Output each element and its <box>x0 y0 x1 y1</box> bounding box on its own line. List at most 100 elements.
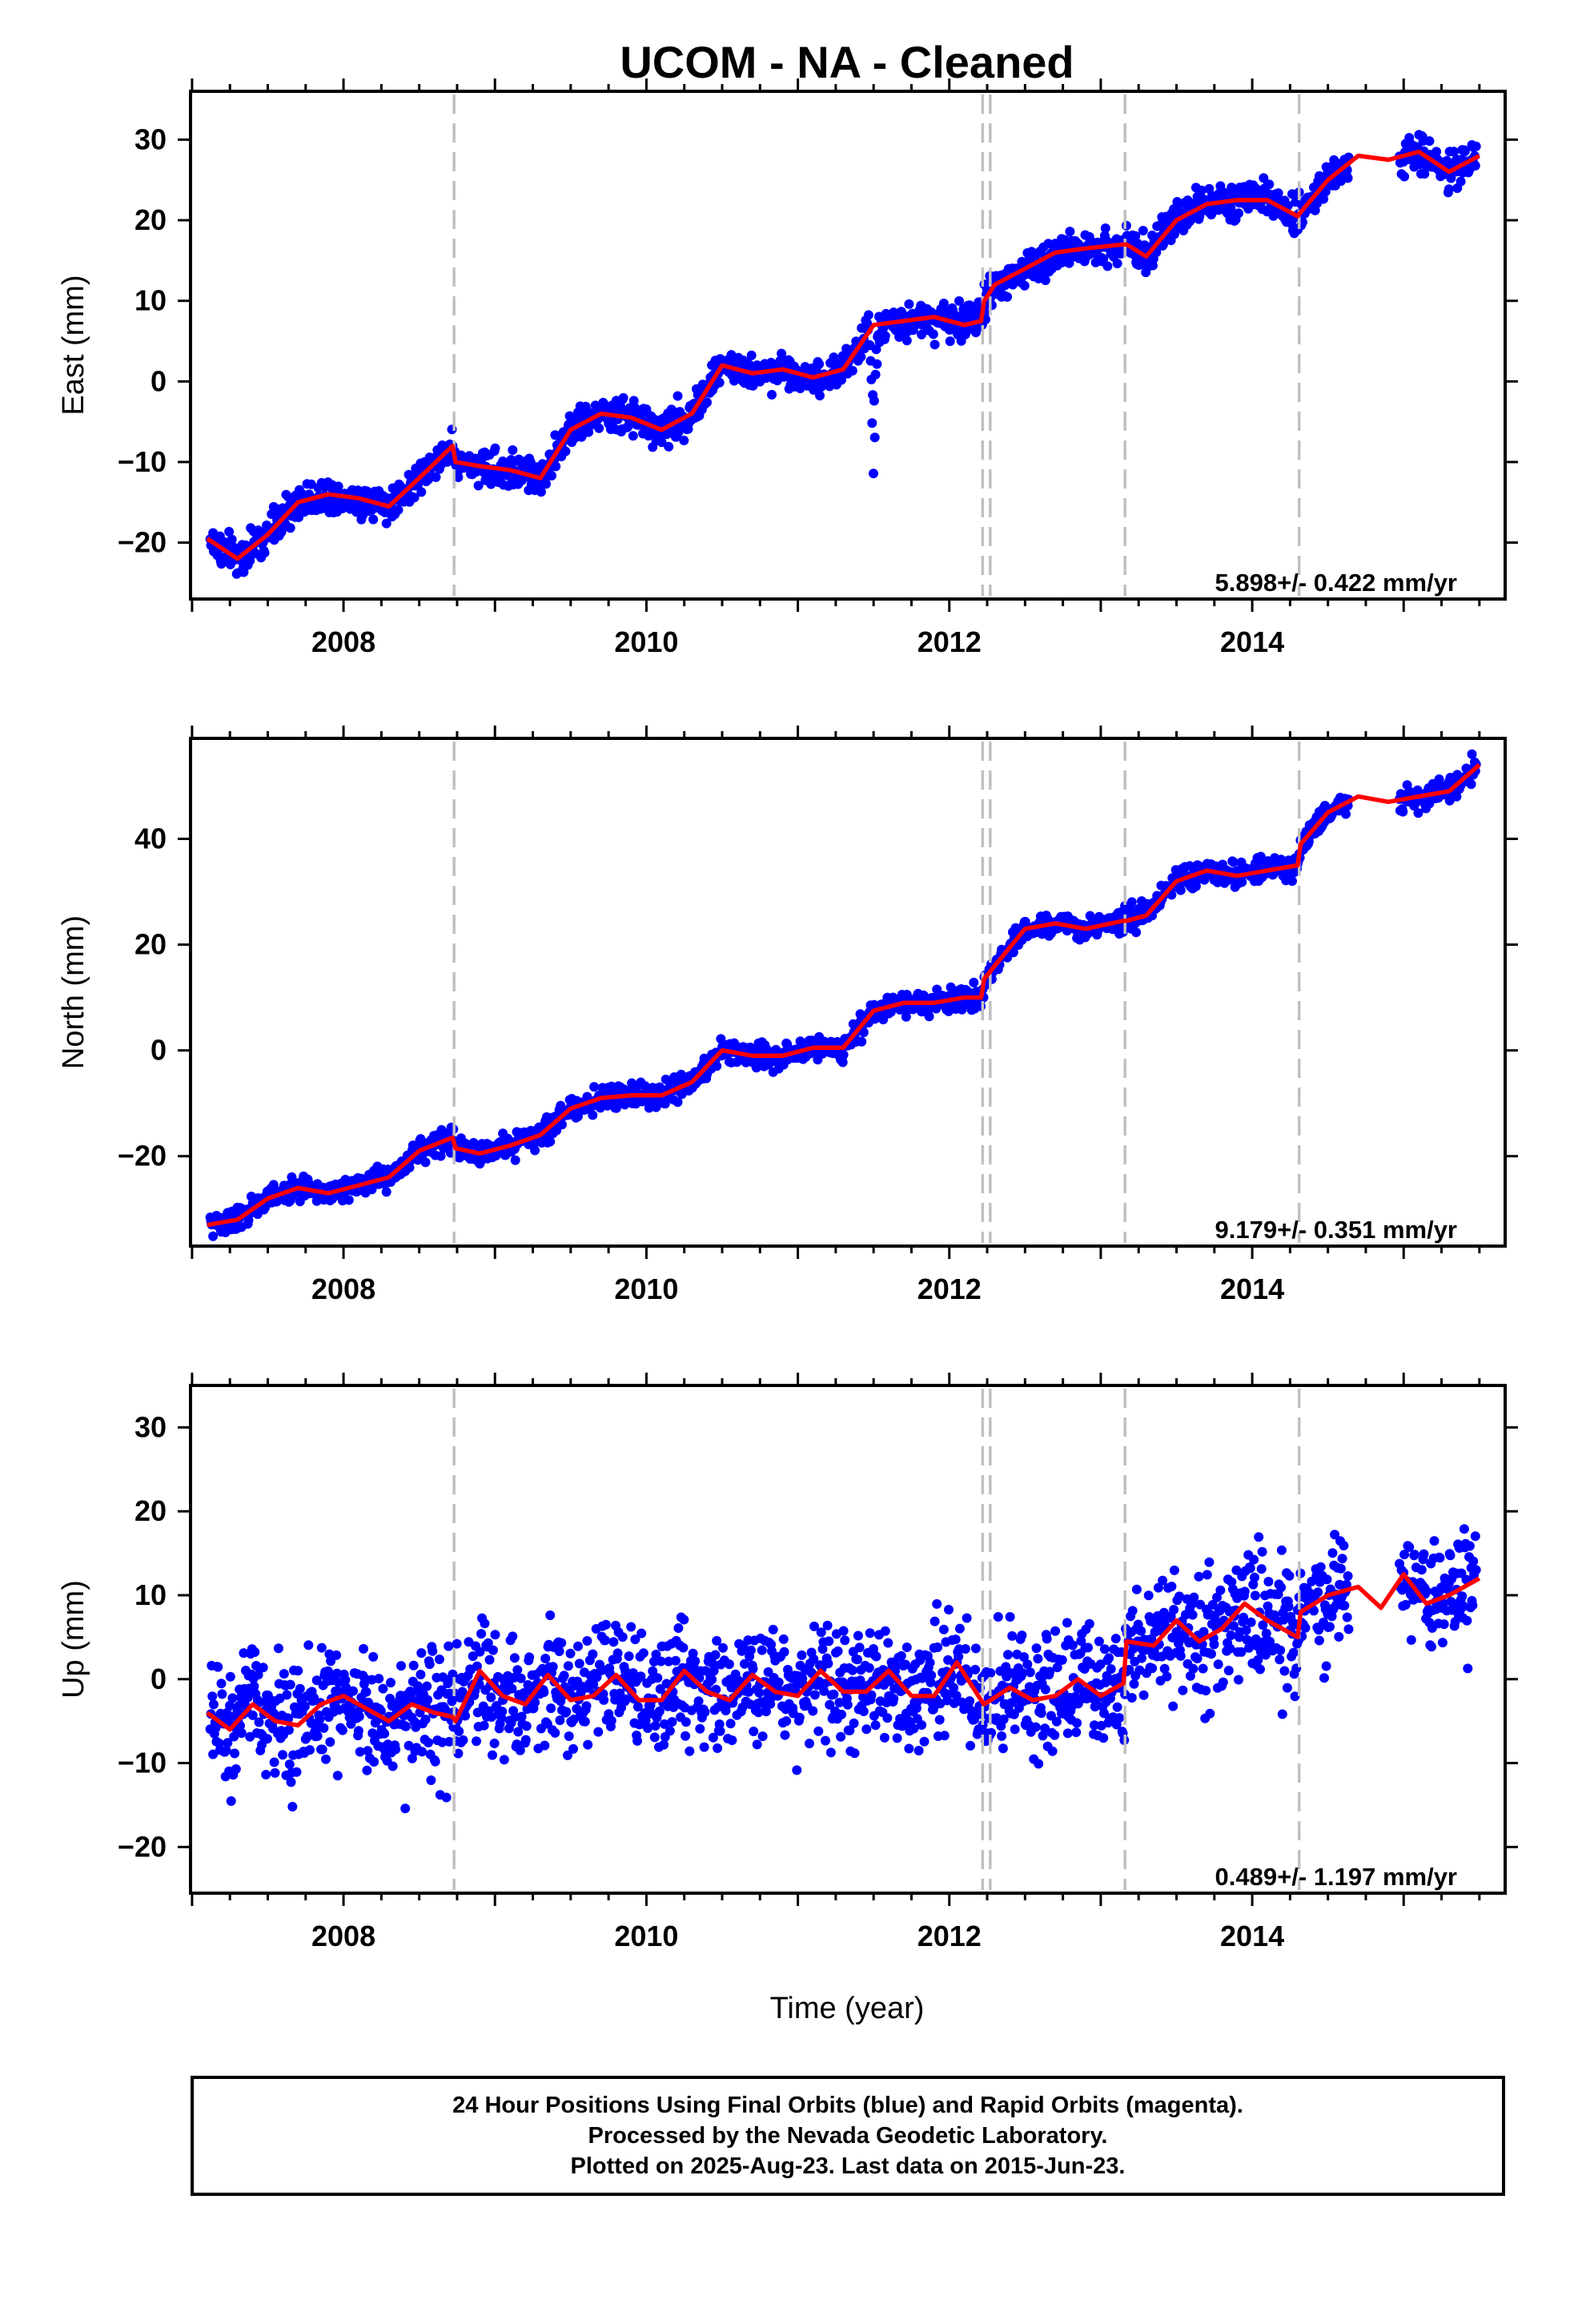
data-point <box>707 1675 717 1685</box>
data-point <box>673 1097 683 1108</box>
data-point <box>381 518 391 529</box>
data-point <box>773 1677 784 1687</box>
data-point <box>993 1612 1003 1622</box>
data-point <box>768 1624 778 1634</box>
data-point <box>847 1665 857 1675</box>
data-point <box>508 445 518 455</box>
data-point <box>303 1640 314 1651</box>
data-point <box>453 1748 464 1759</box>
data-point <box>416 487 427 497</box>
data-point <box>386 1678 396 1688</box>
data-point <box>1045 1667 1055 1677</box>
data-point <box>1067 1640 1078 1651</box>
data-point <box>845 1725 855 1735</box>
y-tick-label: −10 <box>118 445 167 478</box>
data-point <box>1040 1684 1050 1695</box>
y-axis-label: East (mm) <box>57 275 90 415</box>
velocity-label: 5.898+/- 0.422 mm/yr <box>1215 569 1457 597</box>
data-point <box>664 1656 674 1667</box>
data-point <box>673 391 683 401</box>
data-point <box>1196 185 1207 195</box>
data-point <box>499 1755 509 1765</box>
data-point <box>765 1699 776 1709</box>
data-point <box>665 1726 675 1736</box>
data-point <box>393 505 404 515</box>
data-point <box>938 298 949 308</box>
data-point <box>431 472 441 482</box>
data-point <box>448 1669 458 1679</box>
data-point <box>317 1744 327 1755</box>
data-point <box>1471 141 1481 151</box>
data-point <box>573 1112 583 1122</box>
data-point <box>889 1694 899 1704</box>
data-point <box>536 487 546 497</box>
data-point <box>660 1719 669 1729</box>
data-point <box>270 1767 280 1778</box>
data-point <box>1460 147 1470 156</box>
data-point <box>243 1692 253 1703</box>
data-point <box>250 1647 260 1657</box>
data-point <box>422 1681 432 1691</box>
data-point <box>285 1679 295 1690</box>
data-point <box>444 1641 454 1651</box>
data-point <box>853 1630 863 1641</box>
data-point <box>1228 857 1239 867</box>
data-point <box>744 1687 754 1697</box>
data-point <box>362 1765 372 1775</box>
y-axis-label: North (mm) <box>57 915 90 1069</box>
data-point <box>1010 1724 1020 1735</box>
data-point <box>797 1650 807 1660</box>
data-point <box>628 431 638 441</box>
data-point <box>1005 1612 1015 1622</box>
data-point <box>966 1740 975 1751</box>
data-point <box>489 1739 500 1748</box>
data-point <box>917 1720 927 1730</box>
data-point <box>521 1721 532 1731</box>
data-point <box>880 331 890 341</box>
data-point <box>757 1645 767 1655</box>
data-point <box>856 352 866 362</box>
data-point <box>484 1655 495 1665</box>
data-point <box>305 1745 315 1755</box>
data-point <box>630 1634 640 1645</box>
data-point <box>273 1643 283 1654</box>
data-point <box>261 1770 271 1779</box>
data-point <box>712 1061 722 1072</box>
data-point <box>530 1697 540 1707</box>
data-point <box>710 1650 721 1660</box>
data-point <box>780 1730 790 1740</box>
data-point <box>509 1653 520 1663</box>
data-point <box>550 1727 560 1738</box>
data-point <box>865 1628 875 1638</box>
data-point <box>716 1034 726 1044</box>
data-point <box>933 1642 943 1652</box>
data-point <box>864 1663 874 1673</box>
data-point <box>867 418 877 428</box>
data-point <box>589 1082 600 1092</box>
data-point <box>348 1686 358 1696</box>
data-point <box>926 1671 937 1680</box>
data-point <box>283 1725 294 1735</box>
data-point <box>593 1727 604 1737</box>
data-point <box>530 1145 540 1156</box>
data-point <box>385 1694 396 1703</box>
chart-title: UCOM - NA - Cleaned <box>620 37 1074 87</box>
data-point <box>1019 1652 1029 1663</box>
y-tick-label: −20 <box>118 1140 167 1172</box>
data-point <box>312 1731 323 1741</box>
data-point <box>1452 791 1462 802</box>
data-point <box>1343 173 1353 183</box>
data-point <box>834 1698 845 1707</box>
data-point <box>541 479 551 489</box>
data-point <box>650 1721 661 1731</box>
data-point <box>383 1739 393 1750</box>
data-point <box>643 1723 653 1733</box>
data-point <box>1019 280 1030 291</box>
model-fit-line <box>206 149 1481 561</box>
data-point <box>840 1635 850 1646</box>
data-point <box>1448 147 1459 157</box>
data-point <box>652 1673 663 1683</box>
data-point <box>926 1677 936 1687</box>
data-point <box>925 1658 935 1668</box>
data-point <box>374 1674 384 1684</box>
